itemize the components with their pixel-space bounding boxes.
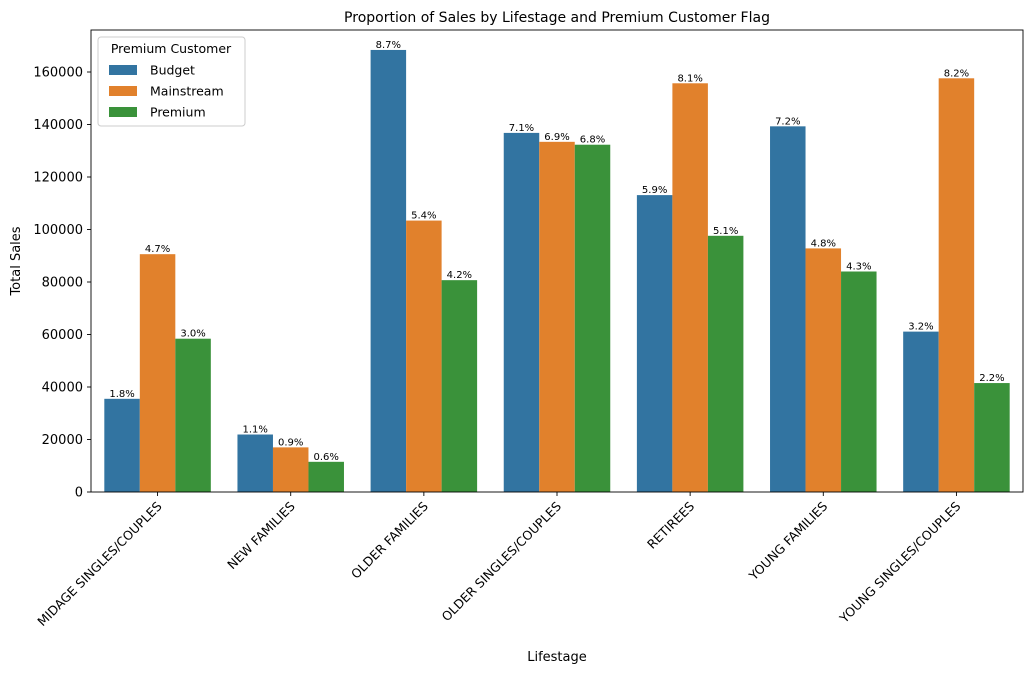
bar-value-label: 3.0% (180, 329, 205, 340)
legend-swatch-budget (109, 65, 137, 75)
bar-value-label: 7.2% (775, 116, 800, 127)
y-tick-label: 20000 (42, 433, 83, 448)
bar-value-label: 4.2% (447, 270, 472, 281)
y-axis: 0 20000 40000 60000 80000 100000 120000 140000 1… (33, 66, 91, 501)
x-tick-label: MIDAGE SINGLES/COUPLES (34, 498, 164, 628)
bar-mainstream (139, 254, 176, 492)
bar-mainstream (539, 141, 575, 492)
bar-value-label: 0.6% (314, 452, 339, 463)
legend-title: Premium Customer (111, 41, 232, 56)
bar-value-label: 6.8% (580, 135, 605, 146)
x-axis-label: Lifestage (527, 650, 587, 665)
x-tick-label: NEW FAMILIES (224, 498, 298, 572)
x-tick-label: YOUNG SINGLES/COUPLES (836, 498, 964, 626)
bar-value-label: 8.7% (376, 40, 401, 51)
y-axis-label: Total Sales (9, 226, 24, 296)
legend-label: Mainstream (150, 84, 224, 99)
bar-value-label: 8.1% (677, 73, 702, 84)
chart-title: Proportion of Sales by Lifestage and Pre… (344, 10, 770, 26)
y-tick-label: 100000 (33, 223, 83, 238)
x-tick-label: OLDER SINGLES/COUPLES (438, 498, 564, 624)
legend: Premium Customer Budget Mainstream Premium (97, 36, 246, 127)
bar-value-label: 5.4% (411, 211, 436, 222)
bar-value-label: 1.8% (109, 389, 134, 400)
bar-premium (175, 338, 211, 492)
bar-mainstream (805, 248, 842, 492)
bars-group (104, 49, 1010, 493)
legend-box (97, 36, 246, 127)
legend-swatch-premium (109, 107, 137, 117)
y-tick-label: 40000 (42, 381, 83, 396)
bar-mainstream (938, 78, 975, 493)
bar-budget (636, 195, 673, 493)
bar-mainstream (406, 220, 442, 492)
bar-premium (974, 383, 1010, 492)
bar-budget (770, 126, 806, 493)
bar-value-label: 4.8% (811, 238, 836, 249)
x-tick-label: RETIREES (644, 498, 697, 551)
bar-mainstream (672, 83, 708, 492)
bar-premium (707, 235, 744, 493)
y-tick-label: 60000 (42, 328, 83, 343)
bar-labels-group: 1.8% 1.1% 8.7% 7.1% 5.9% 7.2% 3.2% 4.7% 0.9% 5.4%… (109, 40, 1004, 463)
x-axis: MIDAGE SINGLES/COUPLES NEW FAMILIES OLDER … (34, 492, 964, 629)
bar-premium (308, 461, 344, 492)
bar-value-label: 2.2% (979, 373, 1004, 384)
bar-value-label: 6.9% (544, 132, 569, 143)
bar-mainstream (272, 447, 309, 492)
bar-budget (503, 132, 540, 492)
bar-budget (237, 434, 273, 492)
bar-value-label: 1.1% (243, 425, 268, 436)
legend-label: Premium (150, 105, 206, 120)
legend-label: Budget (150, 63, 195, 78)
bar-premium (574, 144, 611, 492)
bar-budget (903, 331, 939, 492)
bar-value-label: 5.1% (713, 226, 738, 237)
bar-premium (841, 271, 877, 492)
bar-value-label: 7.1% (509, 123, 534, 134)
bar-value-label: 0.9% (278, 437, 303, 448)
bar-value-label: 8.2% (944, 68, 969, 79)
bar-value-label: 5.9% (642, 185, 667, 196)
x-tick-label: YOUNG FAMILIES (745, 498, 830, 583)
y-tick-label: 0 (75, 486, 83, 501)
bar-budget (370, 49, 407, 492)
legend-swatch-mainstream (109, 86, 137, 96)
bar-value-label: 4.3% (846, 262, 871, 273)
y-tick-label: 140000 (33, 118, 83, 133)
bar-value-label: 4.7% (145, 244, 170, 255)
bar-value-label: 3.2% (908, 322, 933, 333)
y-tick-label: 120000 (33, 171, 83, 186)
x-tick-label: OLDER FAMILIES (348, 498, 431, 581)
y-tick-label: 160000 (33, 66, 83, 81)
y-tick-label: 80000 (42, 276, 83, 291)
bar-budget (104, 398, 140, 492)
bar-premium (441, 280, 478, 492)
